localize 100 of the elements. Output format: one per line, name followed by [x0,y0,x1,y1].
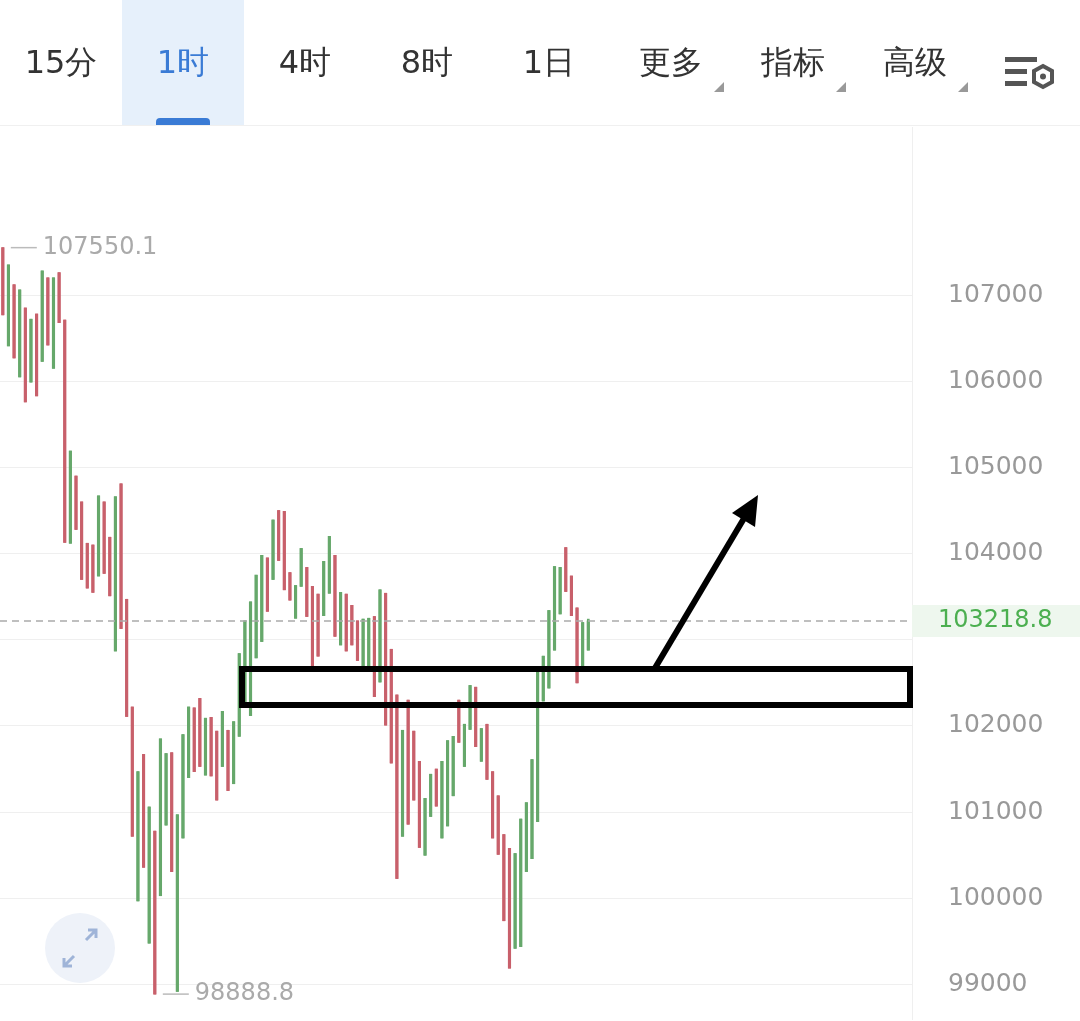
candlestick [12,284,16,359]
candlestick [192,707,196,772]
candlestick [491,771,495,839]
candlestick [445,740,450,827]
text: 15分 [24,41,98,83]
candlestick [175,814,179,992]
candlestick [74,475,78,530]
candlestick [260,555,264,642]
y-tick-label: 105000 [948,450,1044,480]
candlestick [434,768,438,807]
candlestick [215,730,219,801]
candlestick [322,561,326,616]
candlestick [181,734,185,839]
candlestick [125,598,129,717]
candlestick [496,795,500,855]
candlestick [395,694,399,879]
candlestick [451,735,455,797]
candlestick [288,572,292,601]
y-tick-label: 100000 [948,881,1044,911]
candlestick [564,547,568,592]
candlestick [530,759,534,860]
candlestick [277,510,281,561]
candlestick [164,753,168,826]
candlestick [558,567,562,615]
candlestick [113,496,117,652]
text: 更多 [639,41,703,83]
candlestick [141,754,146,868]
annotation: 98888.8 [194,978,295,1007]
candlestick [423,798,427,856]
candlestick [248,601,253,716]
candlestick [485,723,489,780]
candlestick [198,698,202,767]
candlestick [305,567,309,617]
candlestick [412,730,416,801]
text: 8时 [400,41,454,83]
candlestick [552,566,557,651]
candlestick [29,318,33,383]
text: 指标 [761,41,825,83]
candlestick [96,495,101,577]
text: 4时 [278,41,332,83]
y-tick-label: 99000 [948,968,1028,998]
candlestick [226,729,230,791]
text: 1日 [522,41,576,83]
candlestick [513,853,517,949]
text: 高级 [883,41,947,83]
candlestick [91,544,95,593]
candlestick [85,542,89,589]
candlestick [327,536,331,594]
candlestick [400,729,405,837]
candlestick [299,548,303,587]
candlestick [344,593,348,652]
candlestick [46,277,50,346]
candlestick [271,519,275,580]
candlestick [575,607,579,684]
candlestick [147,806,151,944]
candlestick [355,620,360,661]
y-tick-label: 106000 [948,364,1044,394]
candlestick [372,616,376,697]
candlestick [158,738,163,897]
candlestick [339,592,343,646]
candlestick [265,557,269,612]
candlestick [136,771,140,902]
candlestick [524,802,528,872]
annotation: 107550.1 [42,231,158,260]
candlestick [378,589,382,683]
candlestick [316,593,320,657]
candlestick [18,289,22,378]
candlestick [119,483,123,629]
candlestick [1,247,5,316]
candlestick [429,773,433,817]
candlestick [232,721,236,785]
candlestick [209,717,213,777]
candlestick [23,307,27,403]
y-tick-label: 104000 [948,537,1044,567]
candlestick [282,511,286,591]
candlestick [170,752,174,872]
text: 1时 [156,41,210,83]
candlestick [130,706,134,837]
candlestick [35,313,39,397]
ref-line-label: 103218.8 [938,605,1053,634]
candlestick [108,536,112,597]
candlestick [6,264,11,347]
candlestick [68,450,72,544]
candlestick [350,604,354,646]
candlestick [367,617,371,667]
candlestick [502,834,506,922]
candlestick [51,277,56,369]
candlestick [220,711,224,767]
candlestick [547,610,551,689]
candlestick [40,270,44,362]
candlestick [203,717,208,776]
candlestick [57,272,61,323]
candlestick [462,723,467,767]
candlestick [519,818,523,947]
candlestick [153,830,157,995]
candlestick [102,501,106,574]
candlestick [440,760,444,839]
candlestick [254,574,258,659]
y-tick-label: 101000 [948,795,1044,825]
candlestick [80,501,84,580]
